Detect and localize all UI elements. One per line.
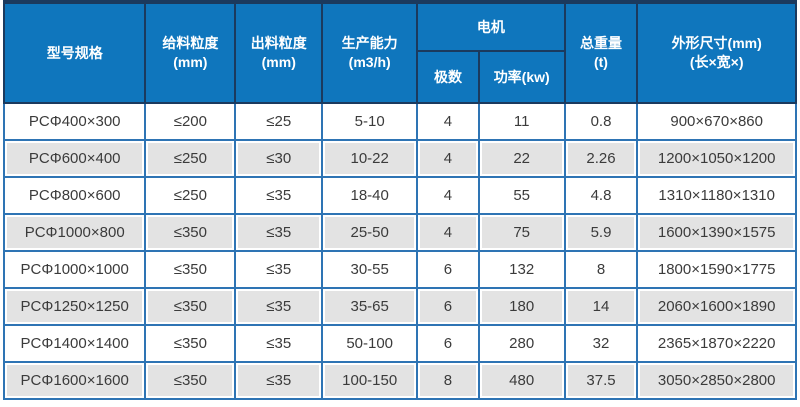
- table-cell: 35-65: [321, 287, 419, 326]
- table-row: PCΦ800×600 ≤250 ≤35 18-40 4 55 4.8 1310×1180×13…: [2, 176, 797, 215]
- table-cell: 37.5: [563, 361, 639, 400]
- table-cell: 25-50: [321, 213, 419, 252]
- table-cell: 4: [416, 102, 480, 141]
- table-cell: 4: [416, 176, 480, 215]
- table-cell: 30-55: [321, 250, 419, 289]
- table-cell: 4: [416, 139, 480, 178]
- table-cell: 2.26: [563, 139, 639, 178]
- table-row: PCΦ1600×1600 ≤350 ≤35 100-150 8 480 37.5 3050×2…: [2, 361, 797, 400]
- header-motor-group: 电机: [416, 1, 566, 52]
- table-cell: PCΦ400×300: [2, 102, 147, 141]
- table-cell: 8: [416, 361, 480, 400]
- table-cell: ≤350: [144, 213, 237, 252]
- table-cell: 280: [477, 324, 566, 363]
- table-cell: 100-150: [321, 361, 419, 400]
- header-dimensions: 外形尺寸(mm) (长×宽×): [636, 1, 797, 104]
- table-cell: 180: [477, 287, 566, 326]
- table-cell: PCΦ1000×1000: [2, 250, 147, 289]
- table-cell: 11: [477, 102, 566, 141]
- table-cell: ≤350: [144, 361, 237, 400]
- table-cell: ≤35: [234, 176, 324, 215]
- table-header: 型号规格 给料粒度 (mm) 出料粒度 (mm) 生产能力 (m3/h) 电机: [2, 1, 797, 105]
- table-cell: 2365×1870×2220: [636, 324, 797, 363]
- table-cell: ≤35: [234, 324, 324, 363]
- table-cell: ≤35: [234, 213, 324, 252]
- table-cell: 32: [563, 324, 639, 363]
- table-cell: ≤350: [144, 324, 237, 363]
- table-cell: 3050×2850×2800: [636, 361, 797, 400]
- table-cell: 6: [416, 287, 480, 326]
- table-cell: 6: [416, 324, 480, 363]
- table-row: PCΦ400×300 ≤200 ≤25 5-10 4 11 0.8 900×670×860: [2, 102, 797, 141]
- table-cell: 14: [563, 287, 639, 326]
- header-motor-poles: 极数: [416, 49, 480, 105]
- table-cell: 1310×1180×1310: [636, 176, 797, 215]
- table-cell: 480: [477, 361, 566, 400]
- header-motor-power: 功率(kw): [477, 49, 566, 105]
- table-cell: 0.8: [563, 102, 639, 141]
- header-weight: 总重量 (t): [563, 1, 639, 104]
- table-cell: ≤35: [234, 287, 324, 326]
- table-cell: 2060×1600×1890: [636, 287, 797, 326]
- table-cell: 132: [477, 250, 566, 289]
- table-cell: 22: [477, 139, 566, 178]
- table-cell: 5.9: [563, 213, 639, 252]
- header-capacity: 生产能力 (m3/h): [321, 1, 419, 104]
- table-body: PCΦ400×300 ≤200 ≤25 5-10 4 11 0.8 900×670×860 PC…: [2, 102, 797, 400]
- table-cell: 10-22: [321, 139, 419, 178]
- table-cell: PCΦ600×400: [2, 139, 147, 178]
- header-discharge-size: 出料粒度 (mm): [234, 1, 324, 104]
- header-feed-size: 给料粒度 (mm): [144, 1, 237, 104]
- table-row: PCΦ1000×1000 ≤350 ≤35 30-55 6 132 8 1800×1590×1…: [2, 250, 797, 289]
- table-cell: PCΦ1250×1250: [2, 287, 147, 326]
- table-cell: 900×670×860: [636, 102, 797, 141]
- table-cell: 6: [416, 250, 480, 289]
- table-cell: 75: [477, 213, 566, 252]
- table-cell: ≤35: [234, 361, 324, 400]
- table-cell: ≤35: [234, 250, 324, 289]
- table-cell: ≤200: [144, 102, 237, 141]
- table-cell: 8: [563, 250, 639, 289]
- table-cell: ≤25: [234, 102, 324, 141]
- table-cell: PCΦ1600×1600: [2, 361, 147, 400]
- table-row: PCΦ1250×1250 ≤350 ≤35 35-65 6 180 14 2060×1600×…: [2, 287, 797, 326]
- table-cell: 1800×1590×1775: [636, 250, 797, 289]
- table-cell: PCΦ1400×1400: [2, 324, 147, 363]
- header-model-label: 型号规格: [46, 44, 103, 61]
- table-cell: 5-10: [321, 102, 419, 141]
- table-cell: PCΦ800×600: [2, 176, 147, 215]
- table-cell: ≤250: [144, 176, 237, 215]
- table-cell: 50-100: [321, 324, 419, 363]
- crusher-spec-table: 型号规格 给料粒度 (mm) 出料粒度 (mm) 生产能力 (m3/h) 电机: [2, 0, 797, 400]
- header-model: 型号规格: [2, 1, 147, 104]
- table-row: PCΦ1400×1400 ≤350 ≤35 50-100 6 280 32 2365×1870…: [2, 324, 797, 363]
- table-cell: ≤30: [234, 139, 324, 178]
- table-row: PCΦ1000×800 ≤350 ≤35 25-50 4 75 5.9 1600×1390×1…: [2, 213, 797, 252]
- table-cell: 1600×1390×1575: [636, 213, 797, 252]
- table-cell: 1200×1050×1200: [636, 139, 797, 178]
- table-cell: ≤350: [144, 287, 237, 326]
- table-cell: 4: [416, 213, 480, 252]
- table-cell: 18-40: [321, 176, 419, 215]
- table-row: PCΦ600×400 ≤250 ≤30 10-22 4 22 2.26 1200×1050×1…: [2, 139, 797, 178]
- table-cell: 4.8: [563, 176, 639, 215]
- table-cell: ≤250: [144, 139, 237, 178]
- table-cell: 55: [477, 176, 566, 215]
- table-cell: ≤350: [144, 250, 237, 289]
- table-cell: PCΦ1000×800: [2, 213, 147, 252]
